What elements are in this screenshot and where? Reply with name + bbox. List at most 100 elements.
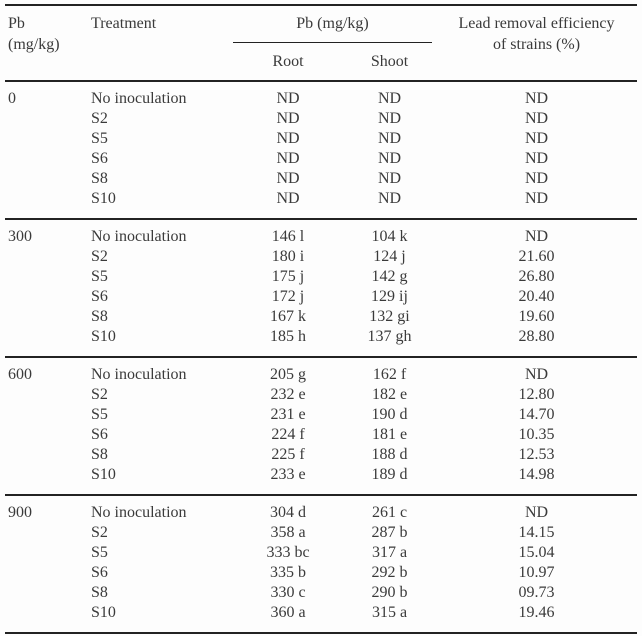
- table-row: S10 233 e 189 d 14.98: [5, 465, 637, 485]
- table-row: 900 No inoculation 304 d 261 c ND: [5, 503, 637, 523]
- shoot-value-cell: 162 f: [372, 366, 407, 383]
- treatment-cell: S6: [91, 426, 108, 443]
- root-value-cell: 180 i: [271, 248, 305, 265]
- treatment-cell: S2: [91, 248, 108, 265]
- table-group-pb-0: 0 No inoculation ND ND ND S2 ND ND ND S5…: [5, 82, 637, 218]
- header-efficiency-line1: Lead removal efficiency: [458, 15, 615, 32]
- efficiency-value-cell: ND: [524, 504, 549, 521]
- root-value-cell: 172 j: [271, 288, 305, 305]
- shoot-value-cell: ND: [377, 110, 402, 127]
- header-pb-level-line2: (mg/kg): [8, 36, 60, 53]
- pb-level-cell: [5, 385, 91, 405]
- shoot-value-cell: ND: [377, 150, 402, 167]
- treatment-cell: S10: [91, 466, 116, 483]
- root-value-cell: 335 b: [270, 564, 306, 581]
- shoot-value-cell: 261 c: [371, 504, 408, 521]
- header-efficiency: Lead removal efficiency of strains (%): [436, 13, 637, 55]
- subheader-rule: [233, 42, 432, 43]
- treatment-cell: S6: [91, 564, 108, 581]
- efficiency-value-cell: 12.80: [518, 386, 555, 403]
- shoot-value-cell: 287 b: [371, 524, 408, 541]
- efficiency-value-cell: ND: [524, 110, 549, 127]
- header-pb-level-line1: Pb: [8, 15, 25, 32]
- root-value-cell: ND: [276, 190, 300, 207]
- efficiency-value-cell: 14.70: [518, 406, 555, 423]
- efficiency-value-cell: 28.80: [518, 328, 555, 345]
- shoot-value-cell: 190 d: [371, 406, 408, 423]
- pb-level-cell: 900: [8, 504, 32, 521]
- shoot-value-cell: 182 e: [371, 386, 408, 403]
- pb-level-cell: 0: [8, 90, 16, 107]
- shoot-value-cell: 317 a: [371, 544, 408, 561]
- treatment-cell: S2: [91, 386, 108, 403]
- table-row: S10 360 a 315 a 19.46: [5, 603, 637, 623]
- treatment-cell: S8: [91, 170, 108, 187]
- table-row: 300 No inoculation 146 l 104 k ND: [5, 227, 637, 247]
- pb-level-cell: [5, 405, 91, 425]
- treatment-cell: No inoculation: [91, 90, 187, 107]
- table-row: S6 172 j 129 ij 20.40: [5, 287, 637, 307]
- table-row: S5 333 bc 317 a 15.04: [5, 543, 637, 563]
- root-value-cell: ND: [276, 150, 300, 167]
- bottom-rule: [5, 632, 637, 634]
- shoot-value-cell: 189 d: [371, 466, 408, 483]
- treatment-cell: No inoculation: [91, 228, 187, 245]
- efficiency-value-cell: ND: [524, 150, 549, 167]
- efficiency-value-cell: 20.40: [518, 288, 555, 305]
- shoot-value-cell: 129 ij: [371, 288, 408, 305]
- shoot-value-cell: 290 b: [371, 584, 408, 601]
- table-group-pb-300: 300 No inoculation 146 l 104 k ND S2 180…: [5, 220, 637, 356]
- pb-level-cell: [5, 465, 91, 485]
- pb-level-cell: [5, 109, 91, 129]
- pb-level-cell: [5, 287, 91, 307]
- root-value-cell: ND: [276, 90, 300, 107]
- efficiency-value-cell: 14.98: [518, 466, 555, 483]
- treatment-cell: No inoculation: [91, 366, 187, 383]
- header-pb-tissue-span: Pb (mg/kg): [296, 15, 369, 32]
- header-rule: [5, 80, 637, 82]
- pb-level-cell: [5, 129, 91, 149]
- root-value-cell: 205 g: [270, 366, 306, 383]
- efficiency-value-cell: ND: [524, 90, 549, 107]
- efficiency-value-cell: ND: [524, 228, 549, 245]
- table-header: Pb (mg/kg) Treatment Pb (mg/kg) Root Sho…: [5, 6, 637, 80]
- shoot-value-cell: 188 d: [371, 446, 408, 463]
- pb-level-cell: [5, 267, 91, 287]
- efficiency-value-cell: 10.35: [518, 426, 555, 443]
- header-efficiency-line2: of strains (%): [492, 36, 581, 53]
- treatment-cell: S6: [91, 288, 108, 305]
- root-value-cell: 232 e: [270, 386, 306, 403]
- treatment-cell: S2: [91, 524, 108, 541]
- shoot-value-cell: ND: [377, 90, 402, 107]
- shoot-value-cell: 132 gi: [369, 308, 410, 325]
- header-pb-level: Pb (mg/kg): [8, 13, 60, 55]
- treatment-cell: S5: [91, 544, 108, 561]
- pb-level-cell: [5, 583, 91, 603]
- pb-level-cell: [5, 445, 91, 465]
- pb-level-cell: [5, 543, 91, 563]
- efficiency-value-cell: 26.80: [518, 268, 555, 285]
- shoot-value-cell: 124 j: [373, 248, 406, 265]
- treatment-cell: S6: [91, 150, 108, 167]
- table-row: S6 224 f 181 e 10.35: [5, 425, 637, 445]
- table-row: S5 ND ND ND: [5, 129, 637, 149]
- table-row: S2 232 e 182 e 12.80: [5, 385, 637, 405]
- treatment-cell: S10: [91, 328, 116, 345]
- table-row: 600 No inoculation 205 g 162 f ND: [5, 365, 637, 385]
- shoot-value-cell: 315 a: [371, 604, 408, 621]
- treatment-cell: S10: [91, 604, 116, 621]
- efficiency-value-cell: 10.97: [518, 564, 555, 581]
- root-value-cell: ND: [276, 130, 300, 147]
- treatment-cell: S2: [91, 110, 108, 127]
- table-row: S8 ND ND ND: [5, 169, 637, 189]
- efficiency-value-cell: 19.60: [518, 308, 555, 325]
- treatment-cell: No inoculation: [91, 504, 187, 521]
- shoot-value-cell: ND: [377, 130, 402, 147]
- pb-level-cell: 300: [8, 228, 32, 245]
- header-shoot: Shoot: [370, 53, 409, 70]
- table-row: S2 ND ND ND: [5, 109, 637, 129]
- treatment-cell: S5: [91, 406, 108, 423]
- table-row: S2 358 a 287 b 14.15: [5, 523, 637, 543]
- efficiency-value-cell: ND: [524, 170, 549, 187]
- root-value-cell: 175 j: [271, 268, 305, 285]
